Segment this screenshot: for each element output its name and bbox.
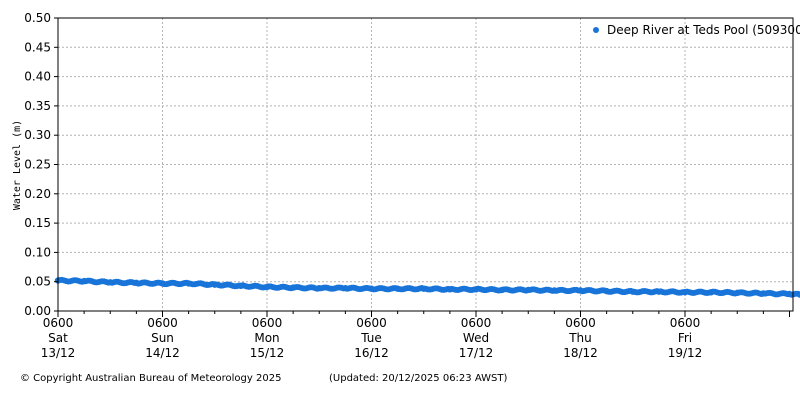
updated-text: (Updated: 20/12/2025 06:23 AWST) <box>329 373 508 384</box>
legend-label: Deep River at Teds Pool (509300) <box>607 23 800 37</box>
y-tick-label: 0.20 <box>24 187 51 201</box>
y-tick-label: 0.25 <box>24 158 51 172</box>
y-tick-label: 0.50 <box>24 11 51 25</box>
x-tick-date: 13/12 <box>41 346 76 360</box>
x-tick-date: 15/12 <box>250 346 285 360</box>
copyright-text: © Copyright Australian Bureau of Meteoro… <box>20 373 282 384</box>
y-tick-label: 0.40 <box>24 70 51 84</box>
x-tick-date: 14/12 <box>145 346 180 360</box>
y-tick-label: 0.35 <box>24 99 51 113</box>
x-tick-day: Fri <box>678 331 692 345</box>
x-tick-time: 0600 <box>565 316 596 330</box>
x-tick-date: 18/12 <box>563 346 598 360</box>
x-tick-day: Mon <box>254 331 279 345</box>
y-tick-label: 0.15 <box>24 216 51 230</box>
x-tick-day: Sat <box>48 331 68 345</box>
x-tick-time: 0600 <box>147 316 178 330</box>
series-points <box>54 276 800 298</box>
x-tick-date: 16/12 <box>354 346 389 360</box>
y-tick-label: 0.05 <box>24 275 51 289</box>
x-tick-time: 0600 <box>356 316 387 330</box>
x-tick-date: 17/12 <box>459 346 494 360</box>
y-tick-label: 0.10 <box>24 245 51 259</box>
x-tick-time: 0600 <box>43 316 74 330</box>
y-tick-label: 0.30 <box>24 128 51 142</box>
x-tick-date: 19/12 <box>668 346 703 360</box>
y-axis-label: Water Level (m) <box>12 120 23 210</box>
y-tick-label: 0.45 <box>24 40 51 54</box>
x-tick-time: 0600 <box>252 316 283 330</box>
x-tick-day: Tue <box>360 331 382 345</box>
x-tick-day: Wed <box>463 331 489 345</box>
x-tick-time: 0600 <box>670 316 701 330</box>
grid <box>58 18 793 311</box>
x-tick-day: Sun <box>151 331 174 345</box>
x-axis: 0600Sat13/120600Sun14/120600Mon15/120600… <box>41 311 790 360</box>
y-axis: 0.00 0.05 0.10 0.15 0.20 0.25 0.30 0.35 0.40 0.45… <box>24 11 58 318</box>
legend-marker <box>593 27 599 33</box>
x-tick-time: 0600 <box>461 316 492 330</box>
y-tick-label: 0.00 <box>24 304 51 318</box>
data-point <box>796 291 800 298</box>
x-tick-day: Thu <box>568 331 592 345</box>
legend: Deep River at Teds Pool (509300) <box>593 23 800 37</box>
